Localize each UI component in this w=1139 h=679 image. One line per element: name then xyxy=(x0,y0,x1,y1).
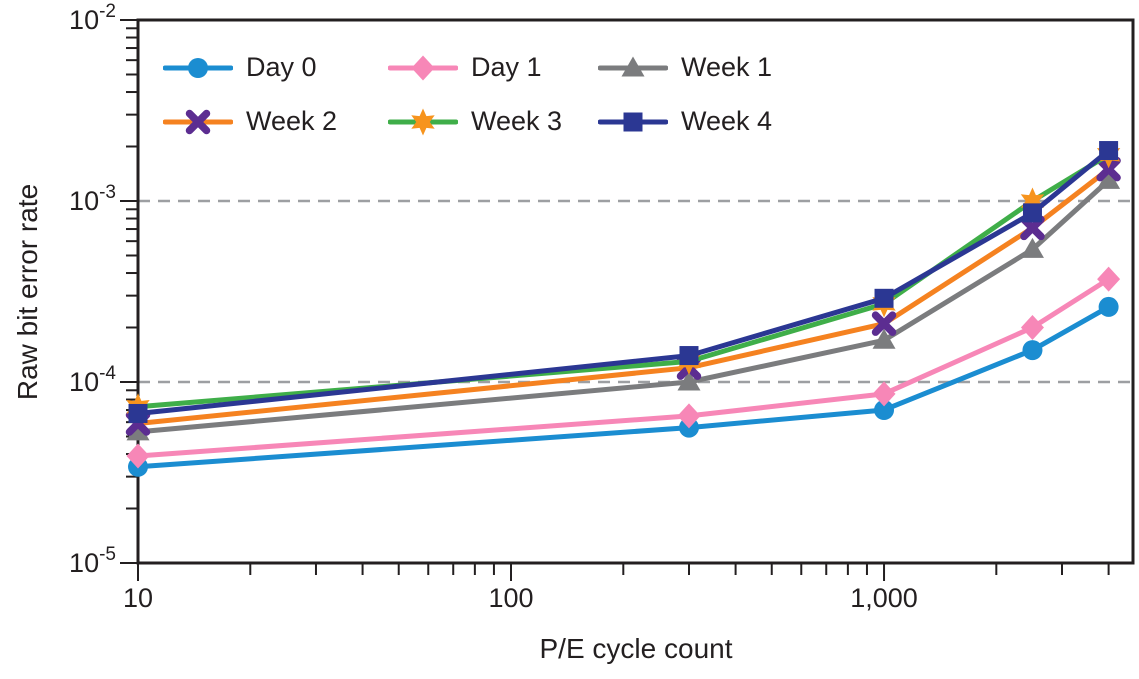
legend-item-week-1: Week 1 xyxy=(598,47,772,88)
legend-item-day-0: Day 0 xyxy=(163,47,388,88)
legend-label: Week 1 xyxy=(681,52,773,82)
legend-item-day-1: Day 1 xyxy=(388,47,598,88)
x-axis-title: P/E cycle count xyxy=(539,633,733,664)
x-tick-label-1000: 1,000 xyxy=(850,583,918,613)
legend-item-week-3: Week 3 xyxy=(388,101,598,142)
y-tick-label-1e-3: 10-3 xyxy=(69,182,116,216)
legend: Day 0 Day 1 Week 1 Week 2 Week 3 Week 4 xyxy=(163,47,772,142)
x-tick-label-100: 100 xyxy=(488,583,534,613)
week-4-marker-icon xyxy=(598,112,668,131)
day-0-marker-icon xyxy=(163,57,233,78)
y-tick-label-1e-5: 10-5 xyxy=(69,544,116,578)
legend-label: Week 2 xyxy=(246,106,338,136)
week-1-marker-icon xyxy=(598,56,668,76)
y-tick-label-1e-2: 10-2 xyxy=(69,1,116,35)
x-tick-label-10: 10 xyxy=(122,583,154,613)
legend-label: Day 0 xyxy=(246,52,317,82)
legend-item-week-2: Week 2 xyxy=(163,101,388,142)
legend-label: Day 1 xyxy=(471,52,542,82)
week-2-marker-icon xyxy=(163,109,233,134)
legend-label: Week 4 xyxy=(681,106,773,136)
legend-label: Week 3 xyxy=(471,106,563,136)
legend-item-week-4: Week 4 xyxy=(598,101,772,142)
week-3-marker-icon xyxy=(388,108,458,135)
day-1-marker-icon xyxy=(388,55,458,80)
y-tick-label-1e-4: 10-4 xyxy=(69,363,116,397)
